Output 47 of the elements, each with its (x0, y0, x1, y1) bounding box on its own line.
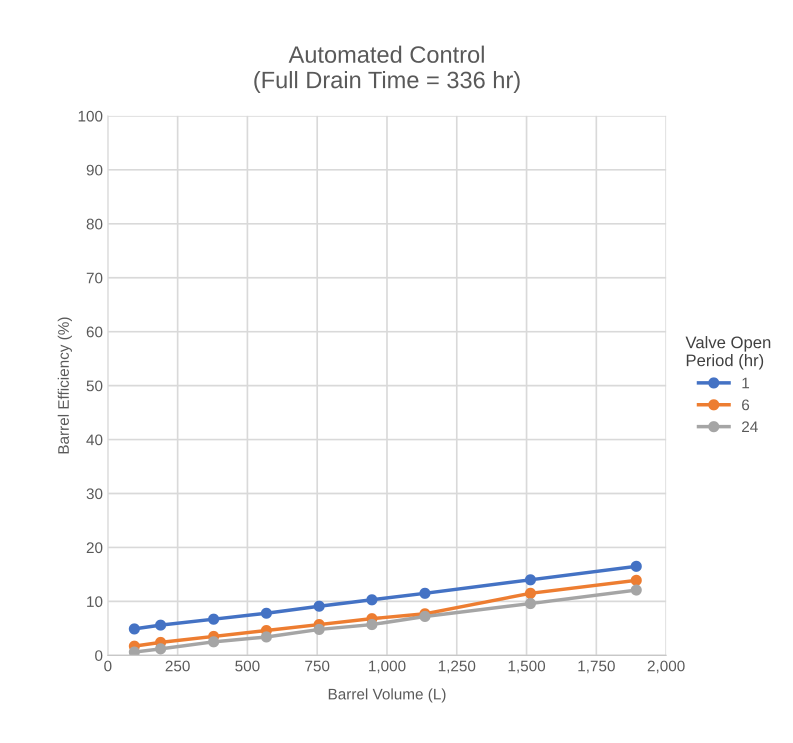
legend-title: Valve Open Period (hr) (686, 336, 770, 370)
point (366, 619, 378, 630)
point (419, 588, 430, 599)
y-tick-label: 70 (86, 272, 102, 284)
x-tick-label: 1,000 (369, 660, 406, 674)
point (630, 584, 642, 596)
x-tick-label: 1,250 (438, 660, 476, 674)
legend-label: 6 (742, 399, 750, 410)
x-tick-label: 500 (235, 660, 260, 672)
point (260, 608, 272, 619)
y-tick-label: 20 (86, 542, 102, 554)
x-tick-label: 1,750 (578, 660, 615, 674)
x-axis-title: Barrel Volume (L) (328, 688, 446, 703)
point (366, 594, 378, 606)
point (314, 624, 325, 635)
legend-label: 24 (742, 421, 758, 432)
point (208, 636, 220, 648)
x-tick-label: 2,000 (648, 660, 685, 674)
y-tick-label: 10 (87, 596, 102, 608)
x-tick-label: 750 (305, 660, 330, 672)
point (630, 574, 642, 586)
point (128, 646, 140, 656)
y-tick-label: 30 (86, 488, 102, 500)
point (524, 574, 536, 586)
y-tick-label: 90 (86, 164, 102, 176)
y-tick-label: 40 (86, 434, 102, 446)
point (128, 623, 140, 634)
point (260, 631, 272, 643)
y-tick-label: 0 (95, 650, 102, 662)
x-tick-label: 0 (104, 660, 112, 672)
chart-title: Automated Control (Full Drain Time = 336 hr) (254, 46, 520, 94)
y-axis-title: Barrel Efficiency (%) (58, 318, 72, 454)
point (630, 560, 642, 572)
point (524, 588, 536, 599)
x-tick-label: 250 (166, 660, 190, 672)
point (419, 610, 430, 622)
point (155, 643, 166, 654)
point (524, 598, 536, 610)
x-tick-label: 1,500 (508, 660, 546, 674)
y-tick-label: 50 (86, 380, 102, 392)
y-tick-label: 80 (86, 218, 102, 230)
point (314, 600, 325, 612)
point (155, 620, 166, 631)
y-tick-label: 60 (86, 326, 102, 338)
legend-label: 1 (742, 378, 750, 388)
point (208, 614, 220, 625)
y-tick-label: 100 (78, 110, 102, 122)
